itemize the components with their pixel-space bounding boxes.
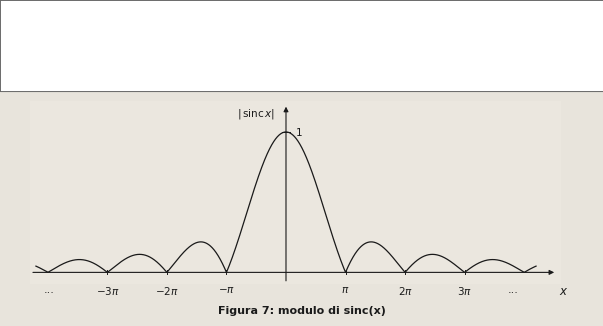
Text: Pag.: Pag. [488, 18, 513, 28]
Text: $\pi$: $\pi$ [341, 285, 350, 295]
Text: Distrib.: Distrib. [426, 18, 467, 28]
Text: 0: 0 [393, 64, 400, 73]
Text: Figura 7: modulo di sinc(x): Figura 7: modulo di sinc(x) [218, 306, 385, 316]
Text: di: di [560, 18, 570, 28]
Text: L: L [443, 64, 449, 73]
Text: $-\pi$: $-\pi$ [218, 285, 235, 295]
Text: 15: 15 [493, 64, 508, 73]
Text: 37: 37 [558, 64, 572, 73]
Text: ...: ... [508, 285, 519, 295]
Text: $x$: $x$ [559, 285, 568, 298]
Text: ...: ... [43, 285, 54, 295]
Text: $|\,\mathrm{sinc}\, x|$: $|\,\mathrm{sinc}\, x|$ [237, 107, 274, 121]
Text: $1$: $1$ [295, 126, 303, 138]
Text: ADPFISS – LP2 – 073: ADPFISS – LP2 – 073 [216, 64, 321, 73]
Text: $-3\pi$: $-3\pi$ [95, 285, 119, 297]
Text: $2\pi$: $2\pi$ [397, 285, 412, 297]
Text: Rev.: Rev. [385, 18, 408, 28]
Text: Sigla di identificazione: Sigla di identificazione [205, 18, 332, 28]
Text: erca Sistema Elettrico: erca Sistema Elettrico [169, 64, 307, 73]
Text: $-2\pi$: $-2\pi$ [155, 285, 178, 297]
Text: $3\pi$: $3\pi$ [457, 285, 472, 297]
